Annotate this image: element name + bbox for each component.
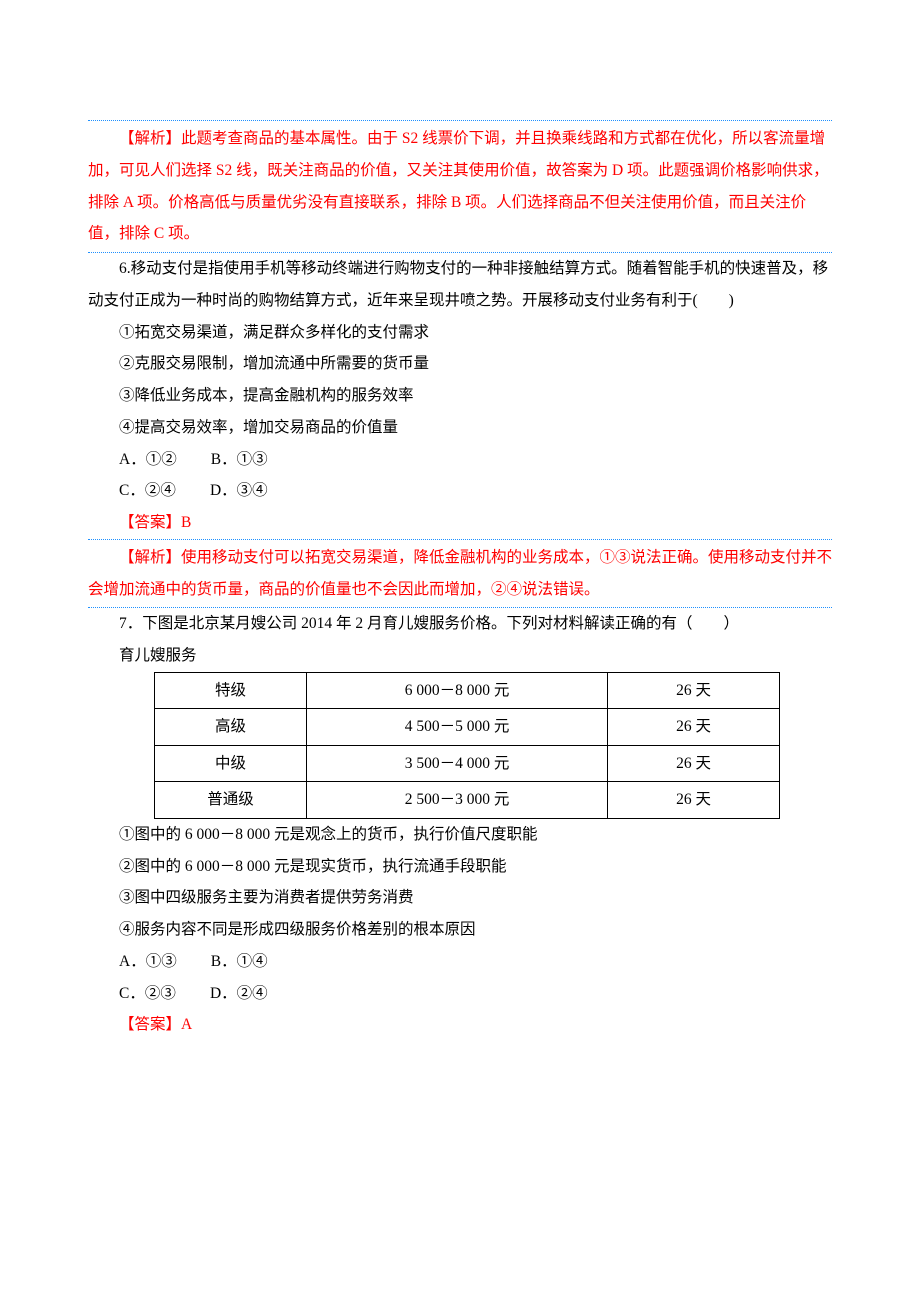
q6-statement-2: ②克服交易限制，增加流通中所需要的货币量 xyxy=(88,348,832,380)
table-row: 高级 4 500－5 000 元 26 天 xyxy=(155,709,780,745)
q7-statement-1: ①图中的 6 000－8 000 元是观念上的货币，执行价值尺度职能 xyxy=(88,819,832,851)
document-page: 【解析】此题考查商品的基本属性。由于 S2 线票价下调，并且换乘线路和方式都在优… xyxy=(0,0,920,1101)
q6-choice-d: D．③④ xyxy=(210,482,268,499)
q6-choice-row2: C．②④ D．③④ xyxy=(88,475,832,507)
q6-choice-b: B．①③ xyxy=(211,451,268,468)
q6-statement-1: ①拓宽交易渠道，满足群众多样化的支付需求 xyxy=(88,317,832,349)
cell-level: 中级 xyxy=(155,745,307,781)
q6-choice-a: A．①② xyxy=(119,451,177,468)
q7-choice-b: B．①④ xyxy=(211,953,268,970)
q7-choice-d: D．②④ xyxy=(210,985,268,1002)
cell-days: 26 天 xyxy=(608,782,780,818)
q6-stem: 6.移动支付是指使用手机等移动终端进行购物支付的一种非接触结算方式。随着智能手机… xyxy=(88,253,832,317)
q7-choice-a: A．①③ xyxy=(119,953,177,970)
cell-days: 26 天 xyxy=(608,709,780,745)
q6-choice-row1: A．①② B．①③ xyxy=(88,444,832,476)
q6-statement-3: ③降低业务成本，提高金融机构的服务效率 xyxy=(88,380,832,412)
cell-level: 普通级 xyxy=(155,782,307,818)
q7-answer: 【答案】A xyxy=(88,1009,832,1041)
q5-analysis-block: 【解析】此题考查商品的基本属性。由于 S2 线票价下调，并且换乘线路和方式都在优… xyxy=(88,120,832,253)
q7-price-table: 特级 6 000－8 000 元 26 天 高级 4 500－5 000 元 2… xyxy=(154,672,780,819)
cell-price: 4 500－5 000 元 xyxy=(307,709,608,745)
cell-days: 26 天 xyxy=(608,745,780,781)
q7-statement-3: ③图中四级服务主要为消费者提供劳务消费 xyxy=(88,882,832,914)
cell-price: 2 500－3 000 元 xyxy=(307,782,608,818)
q7-choice-row1: A．①③ B．①④ xyxy=(88,946,832,978)
q5-analysis-text: 【解析】此题考查商品的基本属性。由于 S2 线票价下调，并且换乘线路和方式都在优… xyxy=(88,123,832,250)
q6-answer: 【答案】B xyxy=(88,507,832,539)
table-row: 中级 3 500－4 000 元 26 天 xyxy=(155,745,780,781)
q7-choice-c: C．②③ xyxy=(119,985,176,1002)
q7-stem: 7．下图是北京某月嫂公司 2014 年 2 月育儿嫂服务价格。下列对材料解读正确… xyxy=(88,608,832,640)
cell-level: 特级 xyxy=(155,673,307,709)
cell-days: 26 天 xyxy=(608,673,780,709)
q7-statement-4: ④服务内容不同是形成四级服务价格差别的根本原因 xyxy=(88,914,832,946)
q7-statement-2: ②图中的 6 000－8 000 元是现实货币，执行流通手段职能 xyxy=(88,851,832,883)
cell-price: 6 000－8 000 元 xyxy=(307,673,608,709)
table-row: 特级 6 000－8 000 元 26 天 xyxy=(155,673,780,709)
table-row: 普通级 2 500－3 000 元 26 天 xyxy=(155,782,780,818)
q6-analysis-block: 【解析】使用移动支付可以拓宽交易渠道，降低金融机构的业务成本，①③说法正确。使用… xyxy=(88,539,832,609)
cell-level: 高级 xyxy=(155,709,307,745)
q6-choice-c: C．②④ xyxy=(119,482,176,499)
q7-choice-row2: C．②③ D．②④ xyxy=(88,978,832,1010)
q6-analysis-text: 【解析】使用移动支付可以拓宽交易渠道，降低金融机构的业务成本，①③说法正确。使用… xyxy=(88,542,832,606)
q6-statement-4: ④提高交易效率，增加交易商品的价值量 xyxy=(88,412,832,444)
q7-table-label: 育儿嫂服务 xyxy=(88,640,832,672)
cell-price: 3 500－4 000 元 xyxy=(307,745,608,781)
